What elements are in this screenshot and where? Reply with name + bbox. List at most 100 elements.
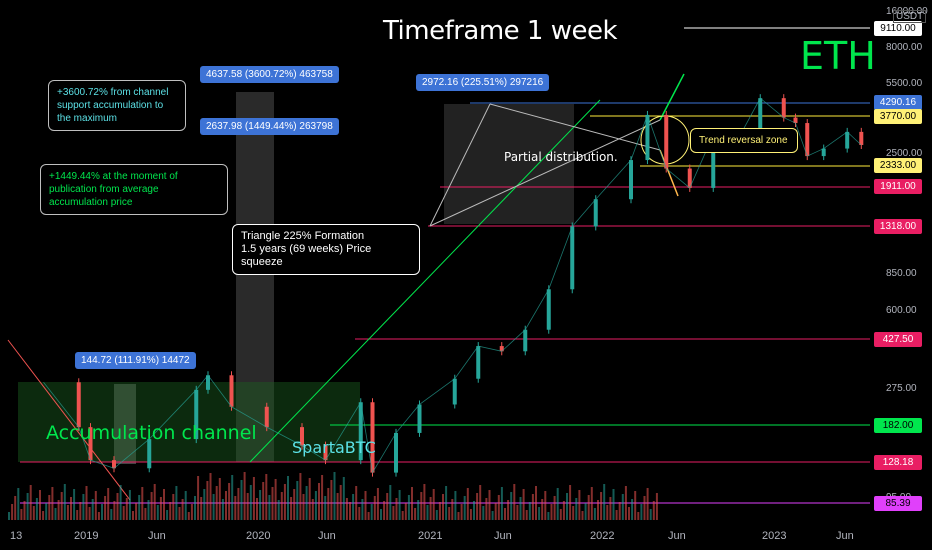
candle-body (664, 114, 669, 169)
candle-body (845, 131, 850, 149)
volume-bar (575, 498, 578, 520)
volume-bar (23, 501, 26, 520)
candle-body (476, 346, 481, 379)
candle-body (88, 427, 93, 461)
volume-bar (587, 495, 590, 520)
candle-body (112, 460, 116, 469)
volume-bar (107, 488, 110, 520)
volume-bar (271, 487, 274, 520)
volume-bar (435, 510, 438, 520)
volume-bar (305, 486, 308, 520)
volume-bar (256, 498, 258, 520)
volume-bar (194, 496, 196, 520)
volume-bar (296, 481, 299, 520)
volume-bar (519, 497, 522, 520)
tag-channel: 144.72 (111.91%) 14472 (75, 352, 196, 369)
volume-bar (277, 500, 280, 520)
volume-bar (147, 500, 150, 520)
volume-bar (141, 487, 144, 520)
volume-bar (48, 495, 51, 520)
y-tick-label: 8000.00 (886, 42, 923, 53)
volume-bar (150, 492, 153, 520)
price-level-label: 128.18 (874, 455, 922, 470)
volume-bar (631, 499, 634, 520)
volume-bar (113, 501, 116, 520)
volume-bar (479, 485, 482, 520)
volume-bar (445, 486, 448, 520)
volume-bar (8, 512, 10, 520)
volume-bar (262, 482, 265, 520)
tag-publication: 2637.98 (1449.44%) 263798 (200, 118, 339, 135)
volume-bar (293, 489, 296, 520)
volume-bar (110, 509, 113, 520)
volume-bar (60, 492, 63, 520)
volume-bar (640, 504, 643, 520)
note-triangle-line1: Triangle 225% Formation (241, 230, 365, 242)
volume-bar (473, 501, 475, 520)
chart-title: Timeframe 1 week (382, 16, 618, 46)
x-tick-label: 2019 (74, 530, 99, 542)
down-arrow (659, 149, 679, 197)
volume-bar (646, 488, 649, 520)
volume-bar (358, 507, 361, 520)
volume-bar (336, 493, 339, 520)
candle-body (229, 375, 234, 407)
candle-body (358, 402, 363, 461)
volume-bar (491, 511, 494, 520)
price-level-label: 4290.16 (874, 95, 922, 110)
tag-max: 4637.58 (3600.72%) 463758 (200, 66, 339, 83)
price-level-label: 9110.00 (874, 21, 922, 36)
volume-bar (643, 496, 646, 520)
volume-bar (593, 508, 596, 520)
volume-bar (135, 503, 138, 520)
volume-bar (308, 478, 311, 520)
volume-bar (454, 491, 457, 520)
volume-bar (411, 487, 413, 520)
volume-bar (26, 493, 29, 520)
volume-bar (432, 489, 435, 520)
volume-bar (528, 502, 531, 520)
volume-bar (392, 506, 395, 520)
volume-bar (215, 486, 218, 520)
volume-bar (175, 486, 178, 520)
volume-bar (494, 503, 497, 520)
volume-bar (287, 476, 289, 520)
volume-bar (51, 487, 54, 520)
volume-bar (584, 503, 587, 520)
volume-bar (314, 491, 317, 520)
currency-badge[interactable]: USDT (893, 10, 927, 23)
volume-bar (497, 495, 500, 520)
volume-bar (541, 499, 544, 520)
volume-bar (184, 491, 187, 520)
volume-bar (553, 496, 556, 520)
volume-bar (423, 484, 426, 520)
volume-bar (35, 498, 38, 520)
highlight-zone-2 (114, 384, 136, 464)
author-label: SpartaBTC (292, 438, 376, 457)
volume-bar (32, 506, 35, 520)
volume-bar (181, 499, 184, 520)
y-tick-label: 850.00 (886, 268, 917, 279)
volume-bar (187, 512, 190, 520)
volume-bar (330, 480, 333, 520)
volume-bar (615, 510, 618, 520)
volume-bar (538, 507, 541, 520)
volume-bar (200, 497, 203, 520)
volume-bar (547, 512, 550, 520)
x-tick-label: Jun (318, 530, 336, 542)
note-publication: +1449.44% at the moment of publication f… (40, 164, 228, 215)
candle-body (370, 402, 375, 473)
triangle-edge-3 (429, 119, 661, 227)
volume-bar (97, 512, 100, 520)
volume-bar (634, 491, 637, 520)
volume-bar (401, 511, 404, 520)
volume-bar (268, 495, 271, 520)
volume-bar (88, 507, 91, 520)
volume-bar (352, 494, 355, 520)
volume-bar (649, 509, 652, 520)
partial-distribution-label: Partial distribution. (504, 150, 618, 164)
volume-bar (562, 501, 565, 520)
volume-bar (342, 477, 345, 520)
volume-bar (386, 493, 389, 520)
candle-body (687, 168, 692, 188)
